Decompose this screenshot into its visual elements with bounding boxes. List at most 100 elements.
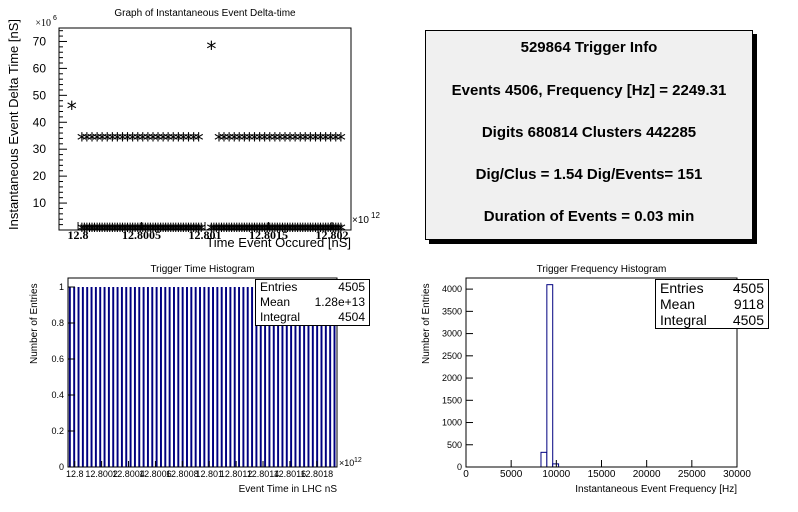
time-histogram-bar (81, 287, 84, 467)
time-histogram-bar (129, 287, 132, 467)
scatter-point: * (321, 219, 331, 243)
scatter-point: * (82, 219, 92, 243)
info-duration: Duration of Events = 0.03 min (483, 208, 695, 225)
time-histogram-bar (320, 287, 323, 467)
frequency-histogram-y-tick-label: 2500 (442, 351, 462, 361)
scatter-y-exponent-power: 6 (53, 15, 57, 22)
time-histogram-bar (277, 287, 280, 467)
time-histogram-bar (324, 287, 327, 467)
scatter-point: * (277, 219, 287, 243)
time-histogram-bar (333, 287, 336, 467)
time-histogram-bar (177, 287, 180, 467)
time-histogram-bar (73, 287, 76, 467)
frequency-histogram-y-axis-label: Number of Entries (421, 283, 432, 364)
scatter-point: * (191, 219, 201, 243)
scatter-point-outlier: * (206, 37, 216, 61)
time-histogram-x-tick-label: 12.8018 (301, 469, 334, 479)
time-histogram-bar (246, 287, 249, 467)
scatter-point: * (148, 219, 158, 243)
time-histogram-bar (216, 287, 219, 467)
scatter-point: * (102, 219, 112, 243)
time-histogram-bar (307, 287, 310, 467)
time-histogram-bar (77, 287, 80, 467)
frequency-histogram-stats-box: Entries 4505 Mean 9118 Integral 4505 (655, 279, 769, 329)
frequency-histogram-y-tick-label: 500 (447, 440, 462, 450)
scatter-y-tick-label: 40 (33, 115, 47, 129)
scatter-point: * (239, 219, 249, 243)
scatter-point: * (219, 128, 229, 152)
scatter-point: * (95, 219, 105, 243)
scatter-point: * (143, 128, 153, 152)
scatter-point: * (331, 219, 341, 243)
time-histogram-x-tick-label: 12.8 (66, 469, 84, 479)
scatter-point: * (331, 128, 341, 152)
trigger-info-panel: 529864 Trigger Info Events 4506, Frequen… (425, 30, 753, 240)
time-histogram-bar (294, 287, 297, 467)
scatter-point: * (224, 219, 234, 243)
scatter-point: * (244, 128, 254, 152)
scatter-point: * (176, 219, 186, 243)
scatter-point: * (158, 128, 168, 152)
time-histogram-bar (268, 287, 271, 467)
time-histogram-bar (311, 287, 314, 467)
scatter-point: * (128, 128, 138, 152)
scatter-point: * (326, 219, 336, 243)
time-histogram-bar (316, 287, 319, 467)
scatter-y-exponent: ×10 (35, 18, 51, 29)
scatter-point: * (145, 219, 155, 243)
time-histogram-x-tick-label: 12.8014 (247, 469, 280, 479)
scatter-point: * (161, 219, 171, 243)
time-histogram-y-tick-label: 0.2 (51, 426, 64, 436)
time-histogram-bar (159, 287, 162, 467)
scatter-point: * (280, 219, 290, 243)
scatter-point: * (326, 128, 336, 152)
scatter-point: * (328, 219, 338, 243)
time-histogram-bar (255, 287, 258, 467)
frequency-histogram-x-axis-label: Instantaneous Event Frequency [Hz] (575, 484, 737, 495)
info-digits-clusters: Digits 680814 Clusters 442285 (481, 124, 697, 141)
scatter-point: * (219, 219, 229, 243)
time-histogram-bar (259, 287, 262, 467)
frequency-histogram-title: Trigger Frequency Histogram (537, 264, 667, 275)
scatter-point: * (321, 128, 331, 152)
scatter-point: * (90, 219, 100, 243)
scatter-point: * (255, 219, 265, 243)
scatter-point: * (189, 128, 199, 152)
scatter-point: * (260, 128, 270, 152)
scatter-point: * (267, 219, 277, 243)
stats-integral-label: Integral (260, 310, 301, 324)
time-histogram-bar (233, 287, 236, 467)
scatter-point: * (275, 219, 285, 243)
scatter-point: * (232, 219, 242, 243)
frequency-histogram-x-tick-label: 30000 (723, 469, 751, 480)
scatter-point: * (222, 219, 232, 243)
time-histogram-bar (172, 287, 175, 467)
scatter-x-exponent: ×10 (352, 215, 369, 226)
time-histogram-stats-box: Entries 4505 Mean 1.28e+13 Integral 4504 (255, 279, 370, 326)
scatter-point: * (143, 219, 153, 243)
time-histogram-y-tick-label: 0.8 (51, 318, 64, 328)
scatter-point: * (285, 128, 295, 152)
stats-entries-label: Entries (660, 280, 704, 296)
frequency-histogram-bar (546, 284, 554, 468)
frequency-histogram-x-tick-label: 0 (463, 469, 469, 480)
scatter-point: * (310, 128, 320, 152)
scatter-point: * (229, 128, 239, 152)
scatter-point: * (105, 219, 115, 243)
scatter-point: * (107, 128, 117, 152)
scatter-point-outlier: * (67, 97, 77, 121)
scatter-point: * (295, 219, 305, 243)
scatter-point: * (135, 219, 145, 243)
info-events-frequency: Events 4506, Frequency [Hz] = 2249.31 (451, 82, 727, 99)
scatter-point: * (318, 219, 328, 243)
frequency-histogram-y-tick-label: 0 (457, 462, 462, 472)
time-histogram-bar (120, 287, 123, 467)
scatter-point: * (237, 219, 247, 243)
time-histogram-x-tick-label: 12.801 (195, 469, 223, 479)
time-histogram-x-tick-label: 12.8012 (220, 469, 253, 479)
frequency-histogram-x-tick-label: 20000 (633, 469, 661, 480)
stats-integral-value: 4505 (732, 312, 764, 328)
scatter-point: * (285, 219, 295, 243)
scatter-point: * (194, 128, 204, 152)
scatter-point: * (244, 219, 254, 243)
